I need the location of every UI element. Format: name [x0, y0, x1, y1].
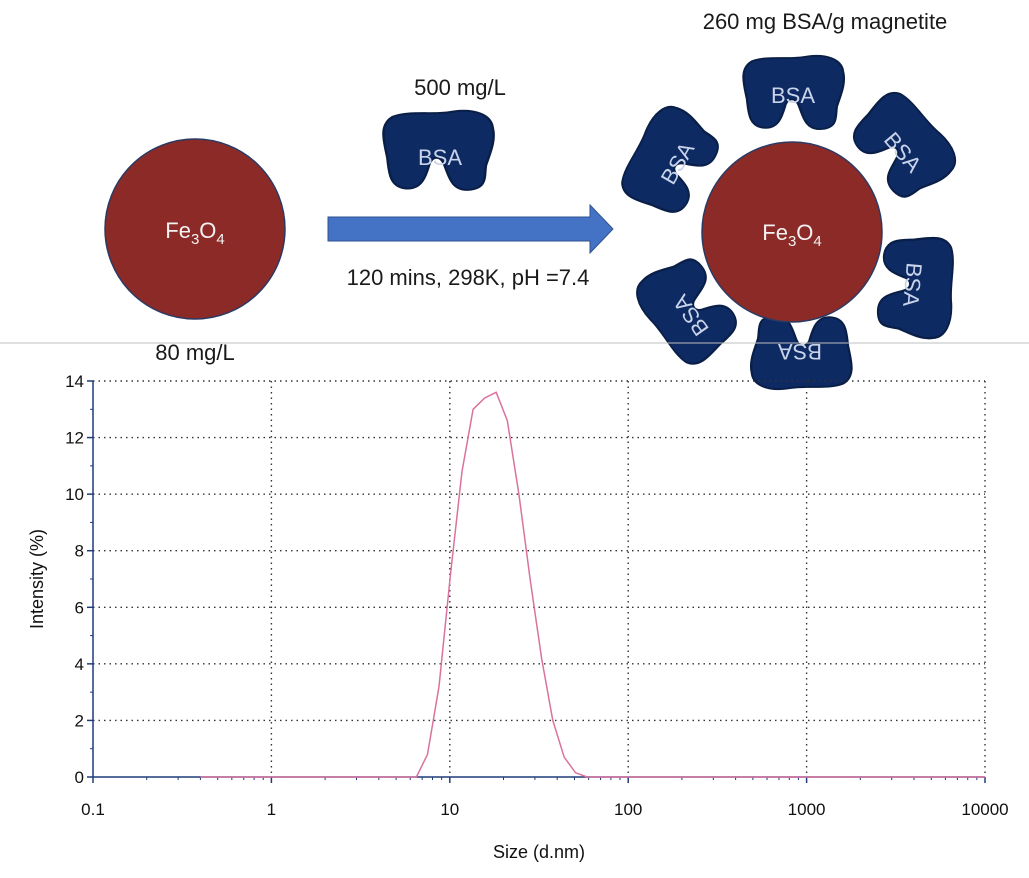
- bsa-concentration-label: 500 mg/L: [414, 75, 506, 100]
- reaction-conditions: 120 mins, 298K, pH =7.4: [347, 265, 590, 290]
- bare-particle-formula: Fe3O4: [165, 218, 225, 248]
- particle-concentration-label: 80 mg/L: [155, 340, 235, 365]
- y-tick-label: 12: [65, 429, 84, 448]
- coated-magnetite-particle: Fe3O4 BSA BSA BSA BSA BSA BSA: [612, 54, 965, 391]
- chart-tick-labels: 0 2 4 6 8 10 12 14 0.1 1 10 100 1000 10000: [65, 372, 1009, 819]
- y-axis-title: Intensity (%): [27, 529, 47, 629]
- free-bsa-label: BSA: [418, 145, 462, 170]
- coated-particle-core: [701, 141, 883, 323]
- reaction-arrow: [327, 203, 614, 255]
- y-tick-label: 4: [75, 655, 84, 674]
- y-tick-label: 2: [75, 711, 84, 730]
- bare-magnetite-particle: [104, 138, 286, 320]
- x-tick-label: 1: [267, 800, 276, 819]
- bound-bsa-label-top: BSA: [771, 83, 815, 108]
- x-tick-label: 100: [614, 800, 642, 819]
- bsa-loading-label: 260 mg BSA/g magnetite: [703, 9, 948, 34]
- y-tick-label: 0: [75, 768, 84, 787]
- y-tick-label: 8: [75, 542, 84, 561]
- x-tick-label: 0.1: [81, 800, 105, 819]
- y-tick-label: 10: [65, 485, 84, 504]
- chart-ticks: [87, 380, 986, 783]
- x-axis-title: Size (d.nm): [493, 842, 585, 862]
- x-tick-label: 10000: [961, 800, 1008, 819]
- chart-gridlines: [93, 380, 986, 777]
- x-tick-label: 10: [440, 800, 459, 819]
- coated-particle-formula: Fe3O4: [762, 220, 822, 250]
- size-distribution-chart: 0 2 4 6 8 10 12 14 0.1 1 10 100 1000 10000 Size (d.nm…: [27, 372, 1009, 862]
- y-tick-label: 6: [75, 598, 84, 617]
- x-tick-label: 1000: [788, 800, 826, 819]
- intensity-series-line: [200, 391, 985, 778]
- y-tick-label: 14: [65, 372, 84, 391]
- scheme-panel: Fe3O4 80 mg/L 500 mg/L BSA 120 mins, 298…: [104, 9, 965, 391]
- bound-bsa-label-right: BSA: [898, 262, 927, 308]
